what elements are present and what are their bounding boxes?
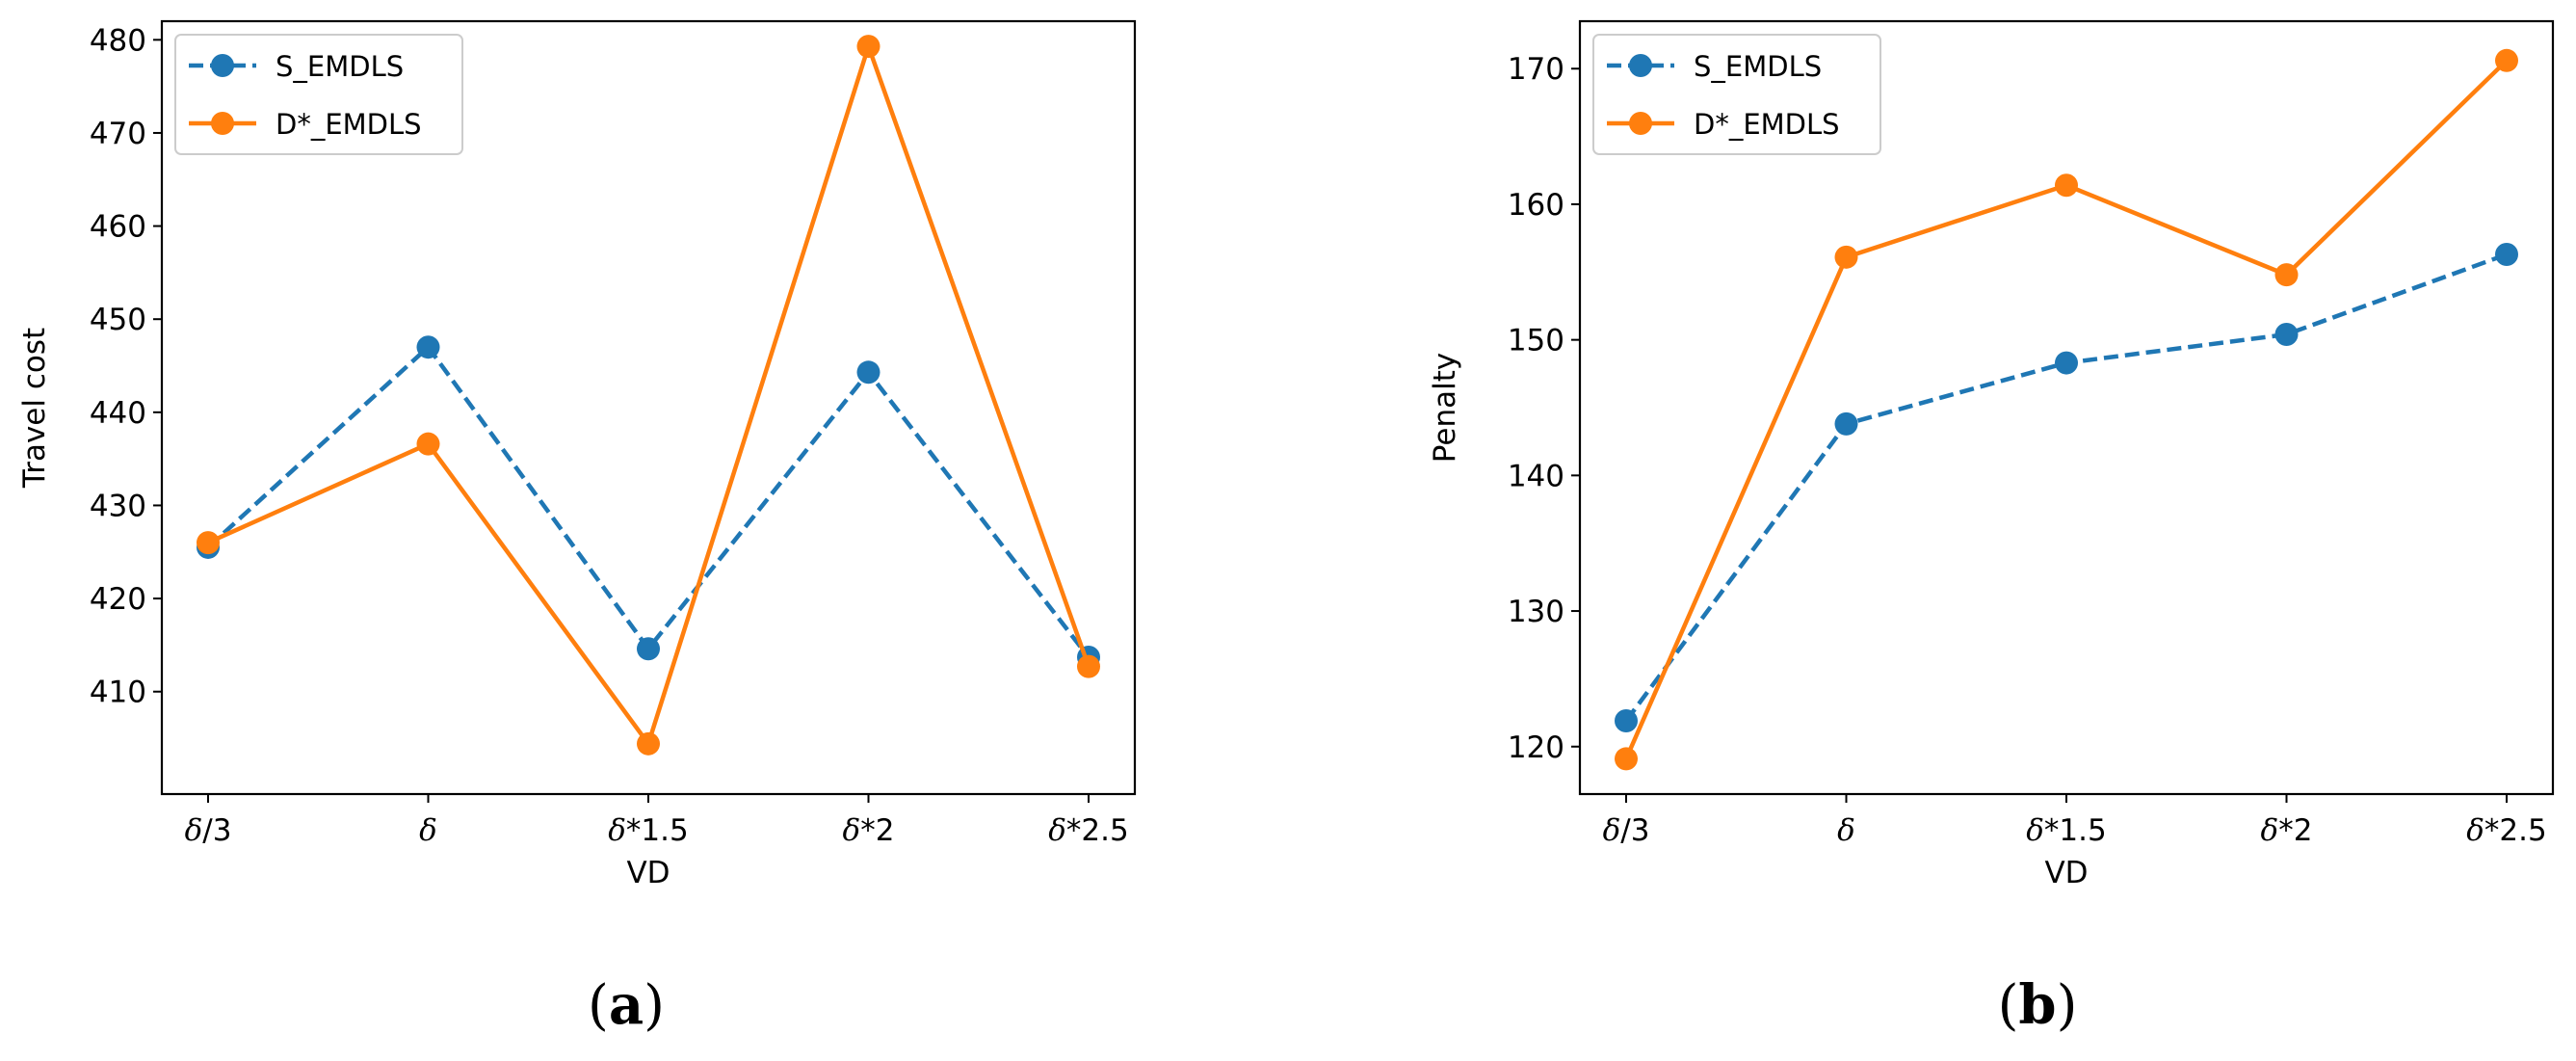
legend-marker	[1629, 54, 1652, 77]
data-point-s-emdls	[2055, 351, 2078, 375]
legend-label: S_EMDLS	[1694, 50, 1822, 83]
data-point-s-emdls	[1615, 709, 1638, 733]
data-point-s-emdls	[1834, 411, 1858, 436]
x-tick-label: δ	[1837, 813, 1855, 848]
series-line-s-emdls	[206, 344, 1091, 659]
data-point-d-emdls	[1077, 654, 1100, 678]
y-tick-label: 420	[90, 582, 146, 617]
x-tick-label: δ*2.5	[2466, 813, 2546, 848]
data-point-d-emdls	[416, 432, 440, 456]
y-tick-label: 170	[1508, 52, 1564, 87]
legend-marker	[211, 54, 234, 77]
legend-label: S_EMDLS	[276, 50, 404, 83]
y-tick-label: 130	[1508, 595, 1564, 629]
series-line-d-emdls	[1623, 59, 2509, 760]
legend-marker	[211, 112, 234, 135]
y-axis-title: Penalty	[1428, 353, 1462, 463]
y-tick-label: 160	[1508, 188, 1564, 223]
y-tick-label: 140	[1508, 459, 1564, 493]
y-axis-title: Travel cost	[17, 328, 52, 489]
data-point-d-emdls	[856, 35, 881, 59]
chart-panel-a: 410 420 430 440 450 460 470 480 δ/3 δ δ*1.5 δ*2 δ*2.…	[17, 19, 1137, 1037]
x-tick-label: δ*2	[843, 813, 895, 848]
data-point-d-emdls	[1615, 747, 1638, 771]
data-point-s-emdls	[2495, 243, 2518, 267]
y-tick-label: 430	[90, 489, 146, 523]
x-axis-title: VD	[626, 856, 670, 890]
x-tick-label: δ*1.5	[2026, 813, 2106, 848]
y-tick-label: 410	[90, 676, 146, 710]
data-point-d-emdls	[2055, 173, 2078, 198]
series-line-s-emdls	[1624, 252, 2508, 723]
data-point-d-emdls	[637, 731, 660, 756]
y-tick-label: 120	[1508, 730, 1564, 765]
y-tick-label: 470	[90, 117, 146, 151]
data-point-d-emdls	[197, 531, 220, 555]
panel-label: (a)	[588, 973, 665, 1037]
data-point-d-emdls	[2274, 263, 2299, 287]
x-tick-label: δ/3	[1603, 813, 1650, 848]
y-tick-label: 480	[90, 23, 146, 58]
data-point-d-emdls	[1834, 245, 1858, 269]
chart-panel-b: 120 130 140 150 160 170 δ/3 δ δ*1.5 δ*2 δ*2.5 VD Pen…	[1428, 19, 2555, 1037]
y-tick-label: 450	[90, 303, 146, 337]
panel-label: (b)	[1998, 973, 2078, 1037]
y-tick-label: 150	[1508, 324, 1564, 358]
legend-label: D*_EMDLS	[1694, 108, 1840, 141]
x-tick-label: δ*2	[2261, 813, 2313, 848]
data-point-s-emdls	[2274, 323, 2299, 347]
x-tick-label: δ	[419, 813, 437, 848]
legend-marker	[1629, 112, 1652, 135]
data-point-d-emdls	[2495, 48, 2518, 72]
x-tick-label: δ/3	[185, 813, 232, 848]
data-point-s-emdls	[416, 335, 440, 359]
y-tick-label: 460	[90, 210, 146, 245]
x-axis-title: VD	[2044, 856, 2088, 890]
data-point-s-emdls	[856, 360, 881, 385]
legend-label: D*_EMDLS	[276, 108, 422, 141]
x-tick-label: δ*2.5	[1048, 813, 1128, 848]
y-tick-label: 440	[90, 396, 146, 431]
data-point-s-emdls	[637, 637, 660, 661]
x-tick-label: δ*1.5	[608, 813, 688, 848]
